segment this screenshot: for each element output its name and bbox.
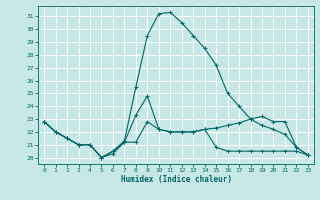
X-axis label: Humidex (Indice chaleur): Humidex (Indice chaleur) <box>121 175 231 184</box>
